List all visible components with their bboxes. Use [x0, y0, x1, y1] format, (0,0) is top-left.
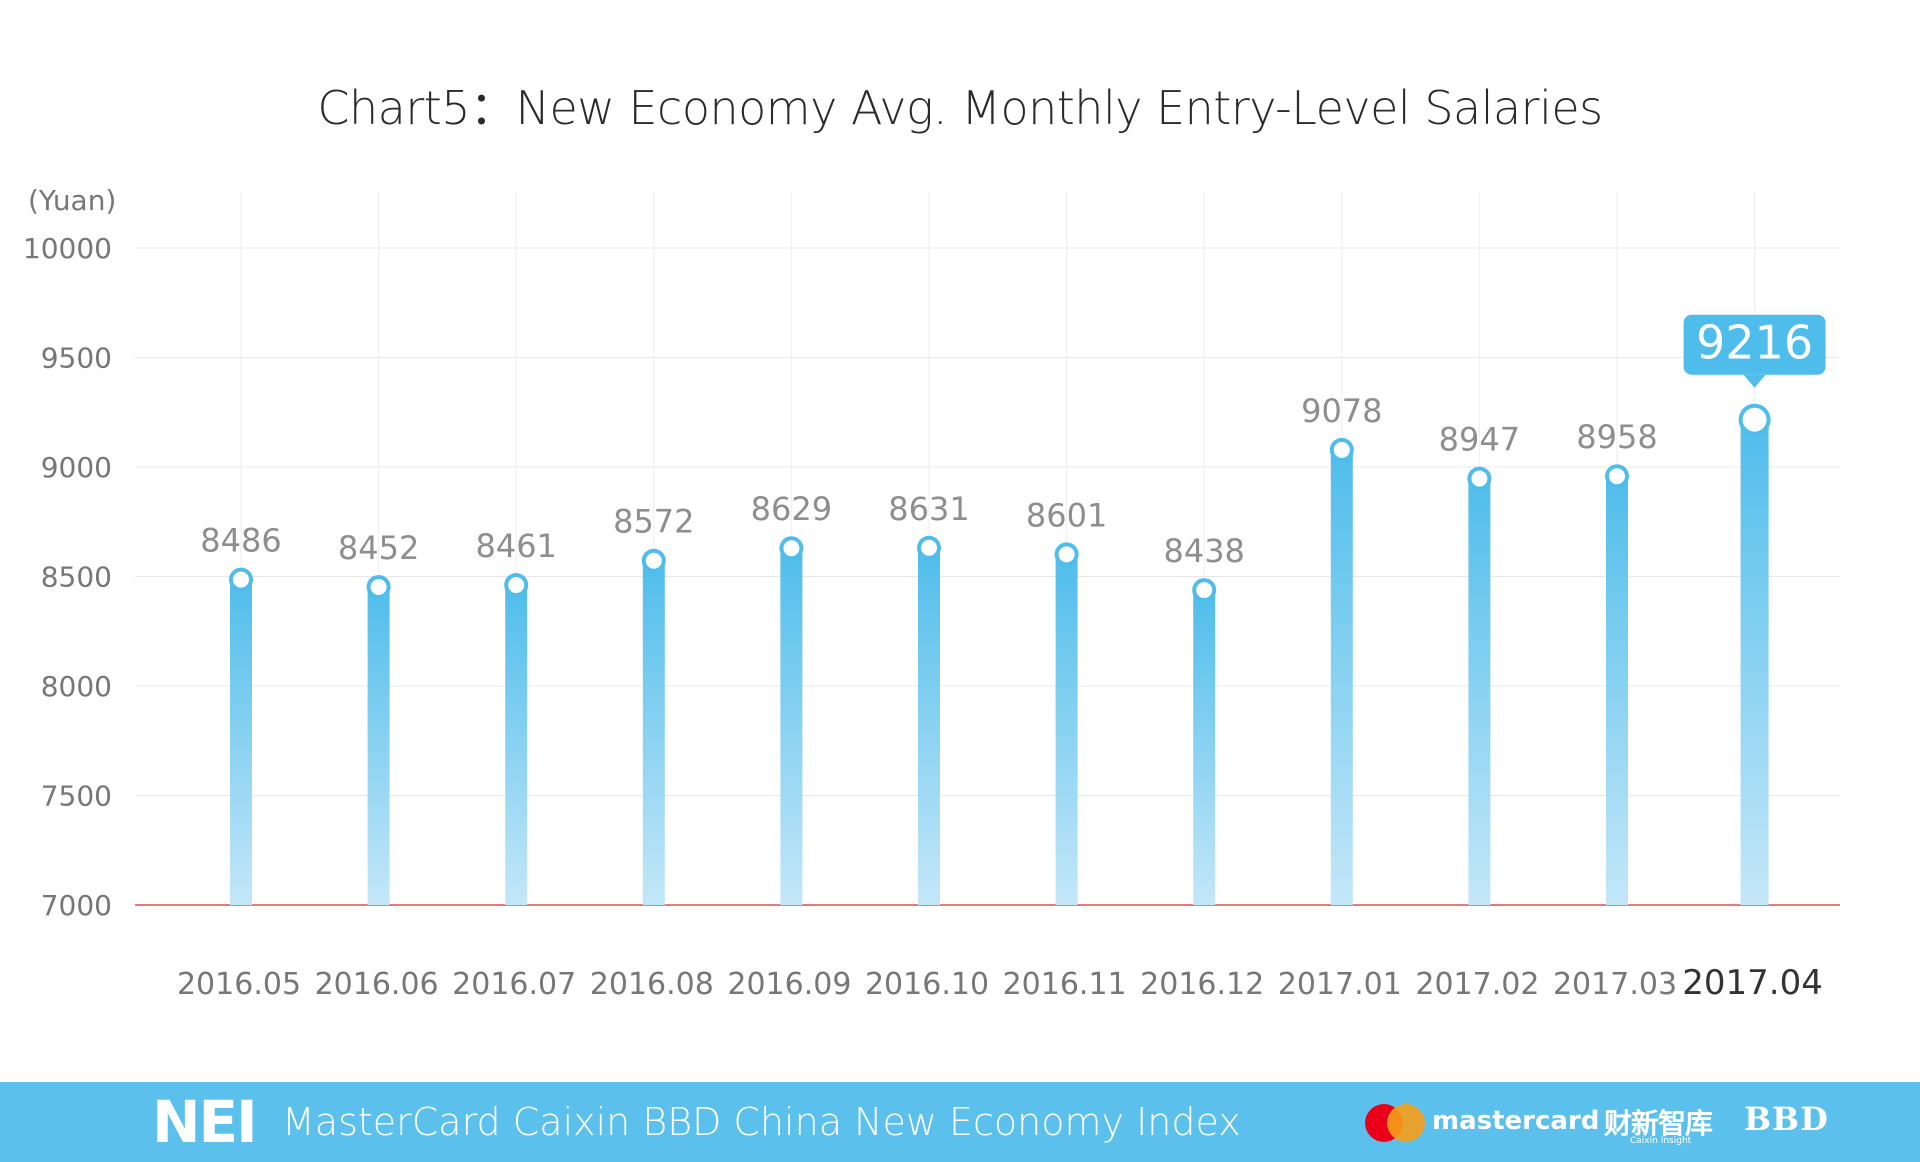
- bar-marker: [1609, 468, 1625, 485]
- x-tick-label: 2016.07: [452, 967, 576, 1002]
- x-tick-label: 2017.01: [1278, 967, 1402, 1002]
- data-label: 8572: [613, 503, 694, 541]
- bar-marker: [1058, 546, 1075, 563]
- x-tick-label: 2016.05: [177, 967, 301, 1002]
- nei-logo: NEI: [152, 1088, 258, 1156]
- bar-marker: [508, 577, 525, 594]
- x-tick-label: 2016.12: [1140, 967, 1264, 1002]
- bbd-logo: BBD: [1744, 1100, 1829, 1138]
- bar: [1193, 590, 1216, 905]
- x-tick-label: 2016.06: [315, 967, 439, 1002]
- bar-marker: [1471, 470, 1488, 487]
- y-tick-label: 7500: [41, 780, 112, 813]
- bar: [230, 579, 252, 905]
- bar: [1740, 419, 1769, 905]
- data-label: 8452: [338, 529, 419, 567]
- bar-marker: [233, 571, 249, 588]
- y-tick-label: 10000: [23, 232, 112, 265]
- y-tick-label: 8500: [41, 561, 112, 594]
- caixin-logo: 财新智库: [1604, 1107, 1713, 1140]
- mastercard-wordmark: mastercard: [1432, 1106, 1600, 1136]
- x-tick-label: 2017.03: [1553, 967, 1677, 1002]
- data-label: 8486: [200, 522, 281, 560]
- bar-marker: [645, 552, 662, 569]
- bar: [1330, 449, 1353, 905]
- data-label: 8629: [751, 490, 832, 528]
- bar: [918, 547, 940, 905]
- footer-banner: NEI MasterCard Caixin BBD China New Econ…: [0, 1082, 1920, 1162]
- y-axis-label: (Yuan): [28, 184, 116, 217]
- x-tick-label: 2016.08: [590, 967, 714, 1002]
- data-label: 8601: [1026, 496, 1107, 534]
- mastercard-logo-icon: [1365, 1104, 1425, 1144]
- data-label: 8461: [475, 527, 556, 565]
- y-tick-label: 7000: [41, 889, 112, 922]
- y-tick-label: 9500: [41, 342, 112, 375]
- caixin-subtitle: Caixin Insight: [1630, 1136, 1692, 1146]
- highlight-label-bubble: [1683, 314, 1826, 375]
- y-tick-label: 9000: [41, 451, 112, 484]
- bar: [780, 548, 803, 905]
- chart-title: Chart5：New Economy Avg. Monthly Entry-Le…: [317, 81, 1603, 135]
- x-tick-label: 2017.02: [1415, 967, 1539, 1002]
- bar-marker: [783, 540, 800, 557]
- data-label: 8958: [1576, 418, 1657, 456]
- y-tick-label: 8000: [41, 670, 112, 703]
- data-label: 8631: [888, 490, 969, 528]
- data-label: 8947: [1439, 421, 1520, 459]
- bar: [1606, 476, 1628, 905]
- bar-marker: [370, 579, 387, 596]
- data-label: 8438: [1163, 532, 1244, 570]
- bar-marker: [921, 539, 937, 556]
- index-name: MasterCard Caixin BBD China New Economy …: [282, 1100, 1241, 1144]
- bar: [1468, 478, 1491, 905]
- bar: [1055, 554, 1078, 905]
- bar-marker: [1333, 441, 1350, 458]
- x-tick-label: 2016.10: [865, 967, 989, 1002]
- bar: [505, 585, 528, 905]
- data-label: 9078: [1301, 392, 1382, 430]
- bar: [367, 587, 390, 905]
- x-tick-label: 2017.04: [1682, 963, 1823, 1003]
- x-tick-label: 2016.09: [727, 967, 851, 1002]
- bar-chart: 7000 7500 8000 8500 9000 9500 10000 (Yuan) 2016.…: [23, 184, 1840, 1003]
- bar-marker: [1196, 582, 1213, 599]
- x-tick-label: 2016.11: [1003, 967, 1127, 1002]
- bar: [642, 560, 665, 905]
- highlight-label-pointer: [1743, 374, 1766, 388]
- data-label: 9216: [1696, 316, 1813, 370]
- bar-marker: [1742, 407, 1767, 432]
